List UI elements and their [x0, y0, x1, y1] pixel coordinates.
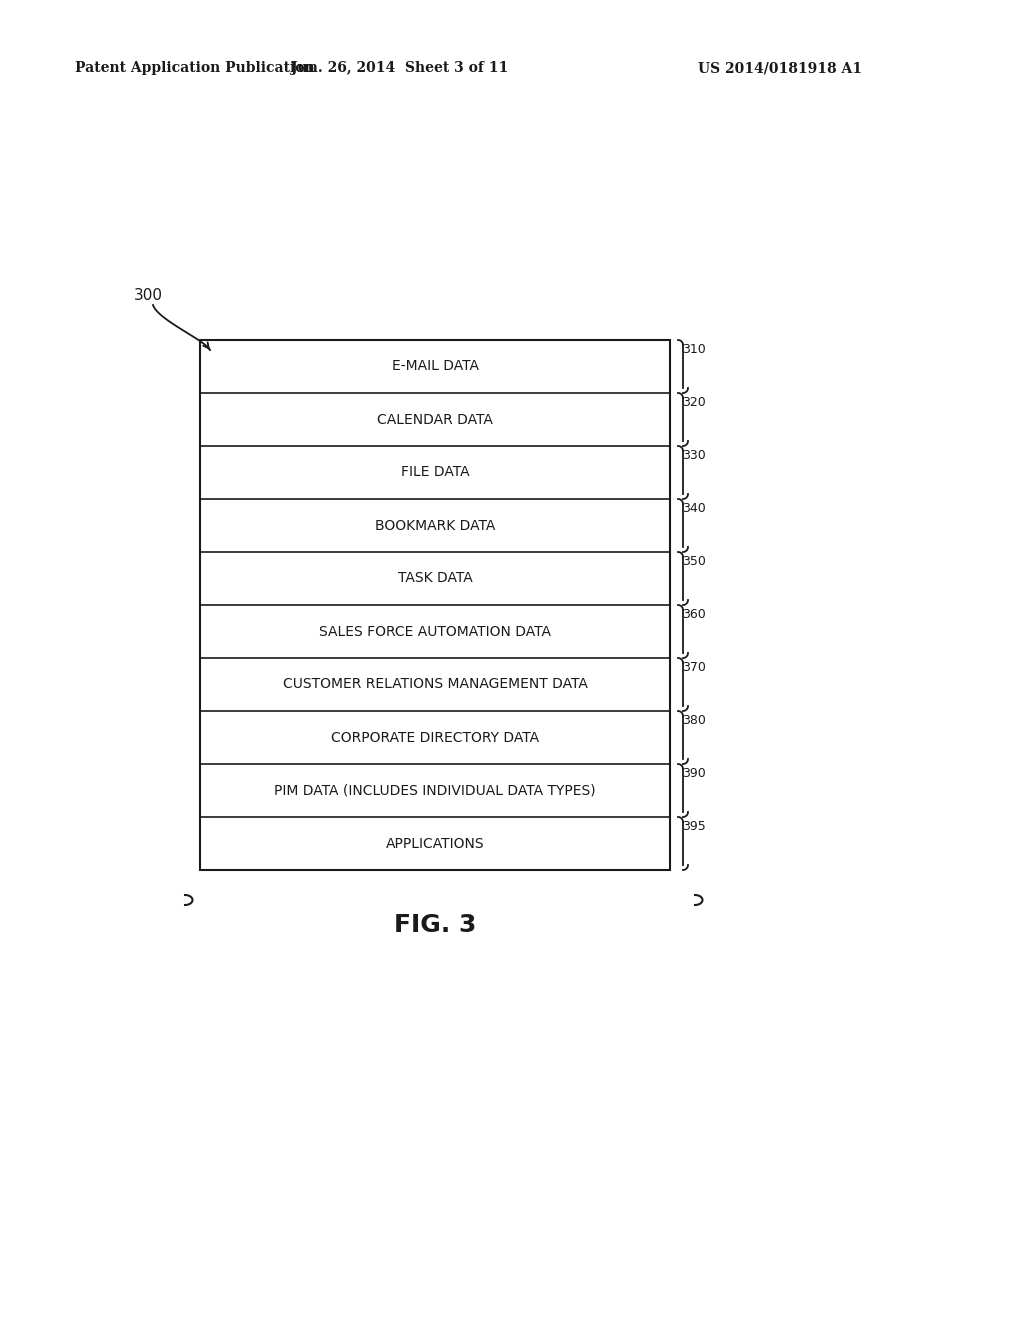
Text: US 2014/0181918 A1: US 2014/0181918 A1: [698, 61, 862, 75]
Text: 340: 340: [682, 502, 706, 515]
Text: PIM DATA (INCLUDES INDIVIDUAL DATA TYPES): PIM DATA (INCLUDES INDIVIDUAL DATA TYPES…: [274, 784, 596, 797]
Bar: [200, 341, 670, 870]
Text: CORPORATE DIRECTORY DATA: CORPORATE DIRECTORY DATA: [331, 730, 539, 744]
Text: 360: 360: [682, 609, 706, 620]
Text: 370: 370: [682, 661, 706, 675]
Text: 310: 310: [682, 343, 706, 356]
Text: BOOKMARK DATA: BOOKMARK DATA: [375, 519, 496, 532]
Text: 320: 320: [682, 396, 706, 409]
Text: 390: 390: [682, 767, 706, 780]
Text: 380: 380: [682, 714, 706, 727]
Text: 330: 330: [682, 449, 706, 462]
Text: Jun. 26, 2014  Sheet 3 of 11: Jun. 26, 2014 Sheet 3 of 11: [292, 61, 509, 75]
Text: FIG. 3: FIG. 3: [394, 913, 476, 937]
Text: Patent Application Publication: Patent Application Publication: [75, 61, 314, 75]
Text: CALENDAR DATA: CALENDAR DATA: [377, 412, 493, 426]
Text: E-MAIL DATA: E-MAIL DATA: [391, 359, 478, 374]
Text: SALES FORCE AUTOMATION DATA: SALES FORCE AUTOMATION DATA: [319, 624, 551, 639]
Text: TASK DATA: TASK DATA: [397, 572, 472, 586]
Text: FILE DATA: FILE DATA: [400, 466, 469, 479]
Text: 395: 395: [682, 820, 706, 833]
Text: 300: 300: [133, 288, 163, 302]
Text: CUSTOMER RELATIONS MANAGEMENT DATA: CUSTOMER RELATIONS MANAGEMENT DATA: [283, 677, 588, 692]
Text: 350: 350: [682, 554, 706, 568]
Text: APPLICATIONS: APPLICATIONS: [386, 837, 484, 850]
